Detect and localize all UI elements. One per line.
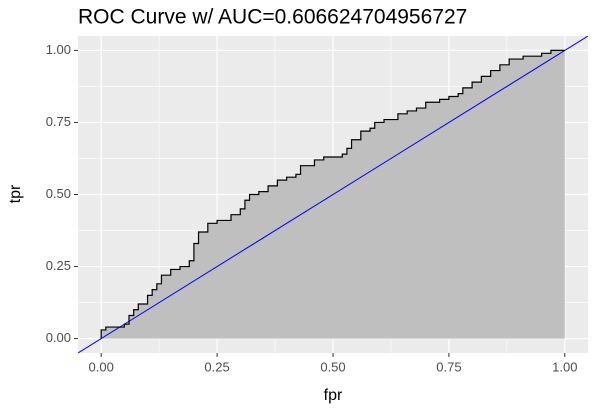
x-tick-label: 0.75 [436, 359, 461, 374]
y-tick-label: 0.75 [46, 114, 71, 129]
y-axis-label: tpr [7, 184, 24, 203]
y-tick-label: 0.25 [46, 258, 71, 273]
x-axis-label: fpr [324, 387, 343, 404]
x-tick-label: 0.25 [204, 359, 229, 374]
roc-line [100, 49, 565, 339]
y-tick-label: 0.50 [46, 186, 71, 201]
chart-title: ROC Curve w/ AUC=0.606624704956727 [78, 6, 467, 29]
reference-line [78, 36, 588, 353]
y-tick-label: 0.00 [46, 330, 71, 345]
x-tick-label: 1.00 [552, 359, 577, 374]
x-tick-label: 0.00 [89, 359, 114, 374]
y-tick-label: 1.00 [46, 42, 71, 57]
x-tick-label: 0.50 [320, 359, 345, 374]
